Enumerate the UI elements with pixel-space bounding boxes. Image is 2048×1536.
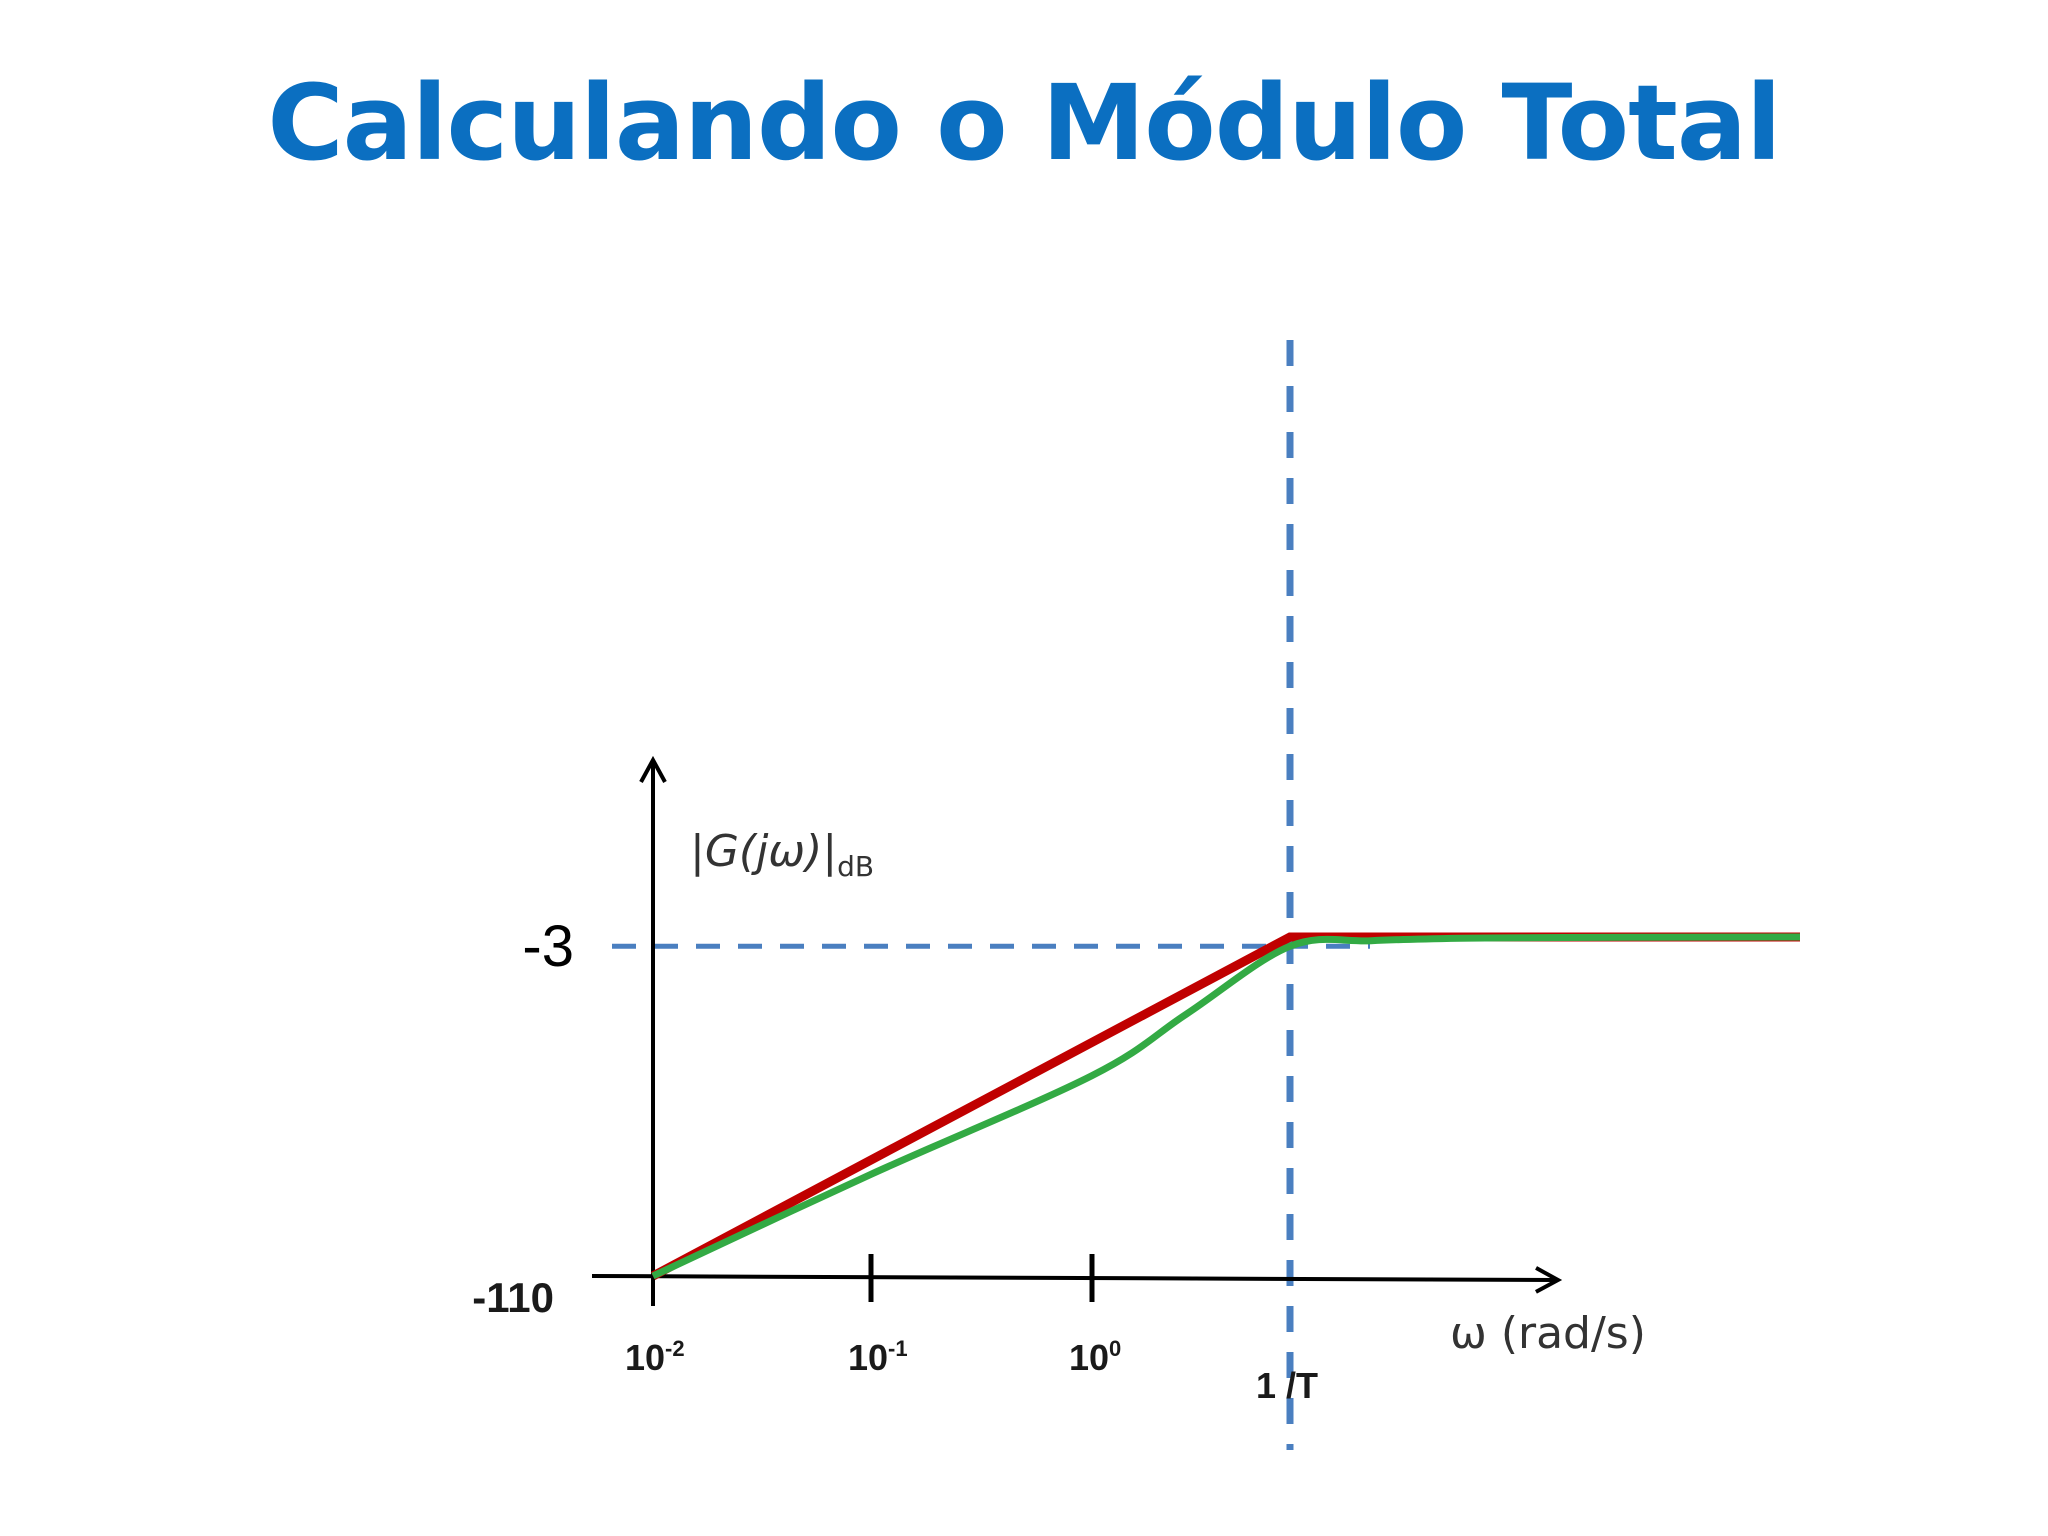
break-frequency-label: 1 /T	[1256, 1365, 1318, 1406]
slide-title: Calculando o Módulo Total	[267, 62, 1781, 184]
x-tick-label: 10-2	[625, 1336, 685, 1378]
x-axis-title: ω (rad/s)	[1450, 1308, 1646, 1359]
labels: |G(jω)|dB ω (rad/s) -110 -3 10-2 10-1 100 1 /T	[472, 826, 1646, 1406]
x-tick-label: 10-1	[848, 1336, 908, 1378]
x-tick-label-exponent: -1	[888, 1336, 908, 1361]
x-tick-label: 100	[1069, 1336, 1121, 1378]
x-tick-label-exponent: -2	[665, 1336, 685, 1361]
guide-lines	[612, 340, 1370, 1450]
series-layer	[650, 932, 1801, 1280]
x-tick-label-exponent: 0	[1109, 1336, 1121, 1361]
exact-magnitude-curve	[651, 933, 1801, 1280]
x-axis	[591, 1266, 1563, 1294]
axes	[591, 755, 1563, 1306]
ref-level-label: -3	[522, 914, 574, 979]
y-axis-title-subscript: dB	[837, 850, 874, 883]
y-min-label: -110	[472, 1274, 554, 1321]
y-axis-title: |G(jω)|dB	[690, 826, 874, 883]
